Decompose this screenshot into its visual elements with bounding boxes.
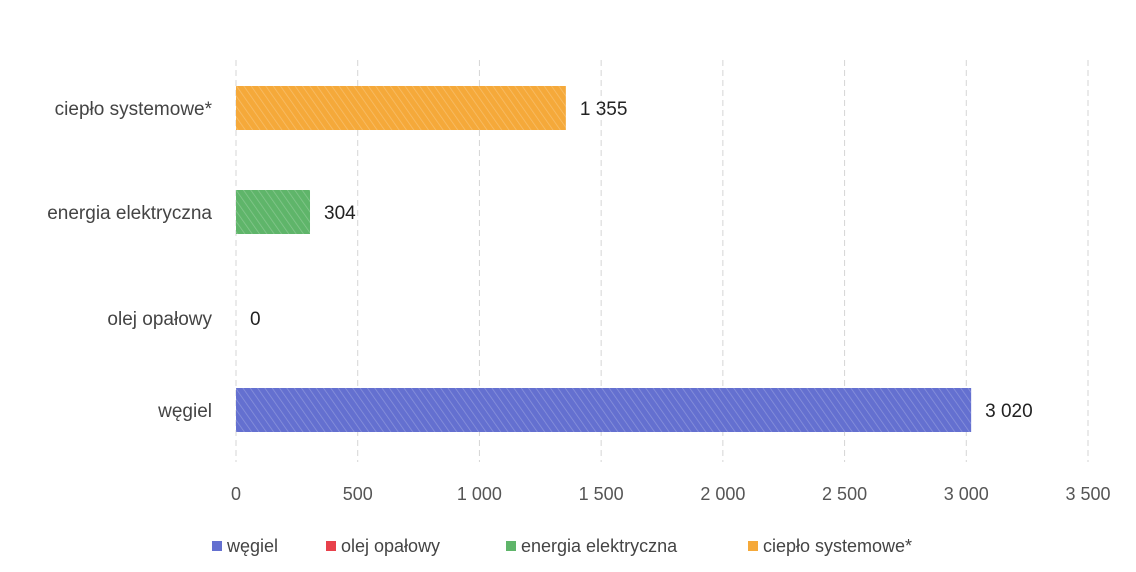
data-label: 3 020 [985, 401, 1033, 422]
legend: węgiel olej opałowy energia elektryczna cie… [212, 536, 912, 556]
data-label: 1 355 [580, 99, 628, 120]
x-axis-ticks: 0 500 1 000 1 500 2 000 2 500 3 000 3 500 [231, 484, 1111, 504]
category-label: ciepło systemowe* [55, 99, 213, 120]
bar-hatch-2 [236, 190, 311, 234]
x-tick-label: 500 [343, 484, 373, 504]
x-tick-label: 2 500 [822, 484, 867, 504]
legend-swatch [506, 541, 516, 551]
data-label: 304 [324, 203, 356, 224]
legend-swatch [326, 541, 336, 551]
x-tick-label: 1 500 [579, 484, 624, 504]
legend-swatch [212, 541, 222, 551]
legend-label: węgiel [226, 536, 278, 556]
x-tick-label: 2 000 [700, 484, 745, 504]
category-label: olej opałowy [107, 309, 212, 330]
category-label: energia elektryczna [47, 203, 212, 224]
legend-label: ciepło systemowe* [763, 536, 912, 556]
bar-hatch-3 [236, 86, 566, 130]
x-tick-label: 3 500 [1065, 484, 1110, 504]
legend-label: energia elektryczna [521, 536, 678, 556]
legend-label: olej opałowy [341, 536, 440, 556]
x-tick-label: 3 000 [944, 484, 989, 504]
x-tick-label: 1 000 [457, 484, 502, 504]
category-labels: węgiel olej opałowy energia elektryczna cie… [47, 99, 212, 422]
bars [236, 86, 972, 432]
data-labels: 3 020 0 304 1 355 [250, 99, 1033, 422]
data-label: 0 [250, 309, 261, 330]
legend-swatch [748, 541, 758, 551]
bar-hatch-0 [236, 388, 972, 432]
category-label: węgiel [157, 401, 212, 422]
x-tick-label: 0 [231, 484, 241, 504]
